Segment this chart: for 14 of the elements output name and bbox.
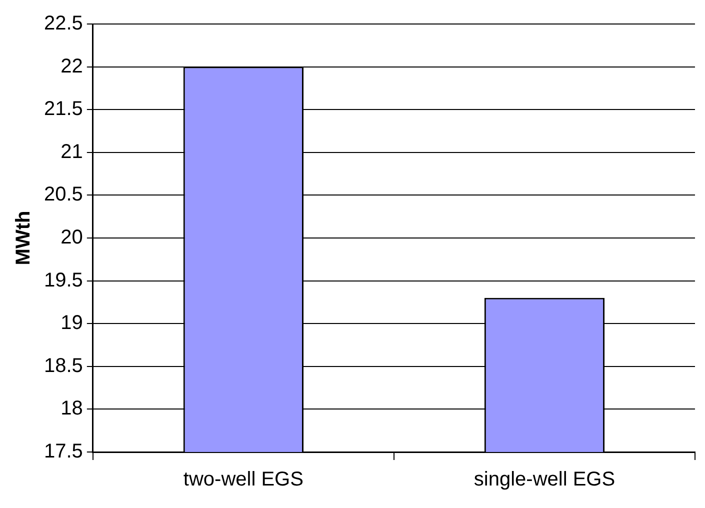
y-tick-label: 21.5: [44, 98, 83, 120]
y-tick-label: 20.5: [44, 184, 83, 206]
y-tick-label: 18: [60, 398, 83, 420]
y-axis-title: MWth: [12, 210, 35, 266]
y-tick-label: 17.5: [44, 440, 83, 463]
x-tick-label: single-well EGS: [474, 468, 616, 491]
y-tick-label: 19: [60, 312, 83, 334]
y-tick-label: 22: [60, 55, 83, 78]
y-tick-label: 20: [60, 226, 83, 249]
y-tick-label: 21: [60, 140, 83, 163]
y-tick-label: 18.5: [44, 354, 83, 377]
y-tick-label: 22.5: [44, 12, 83, 35]
y-tick-label: 19.5: [44, 269, 83, 292]
x-tick-label: two-well EGS: [183, 468, 304, 491]
